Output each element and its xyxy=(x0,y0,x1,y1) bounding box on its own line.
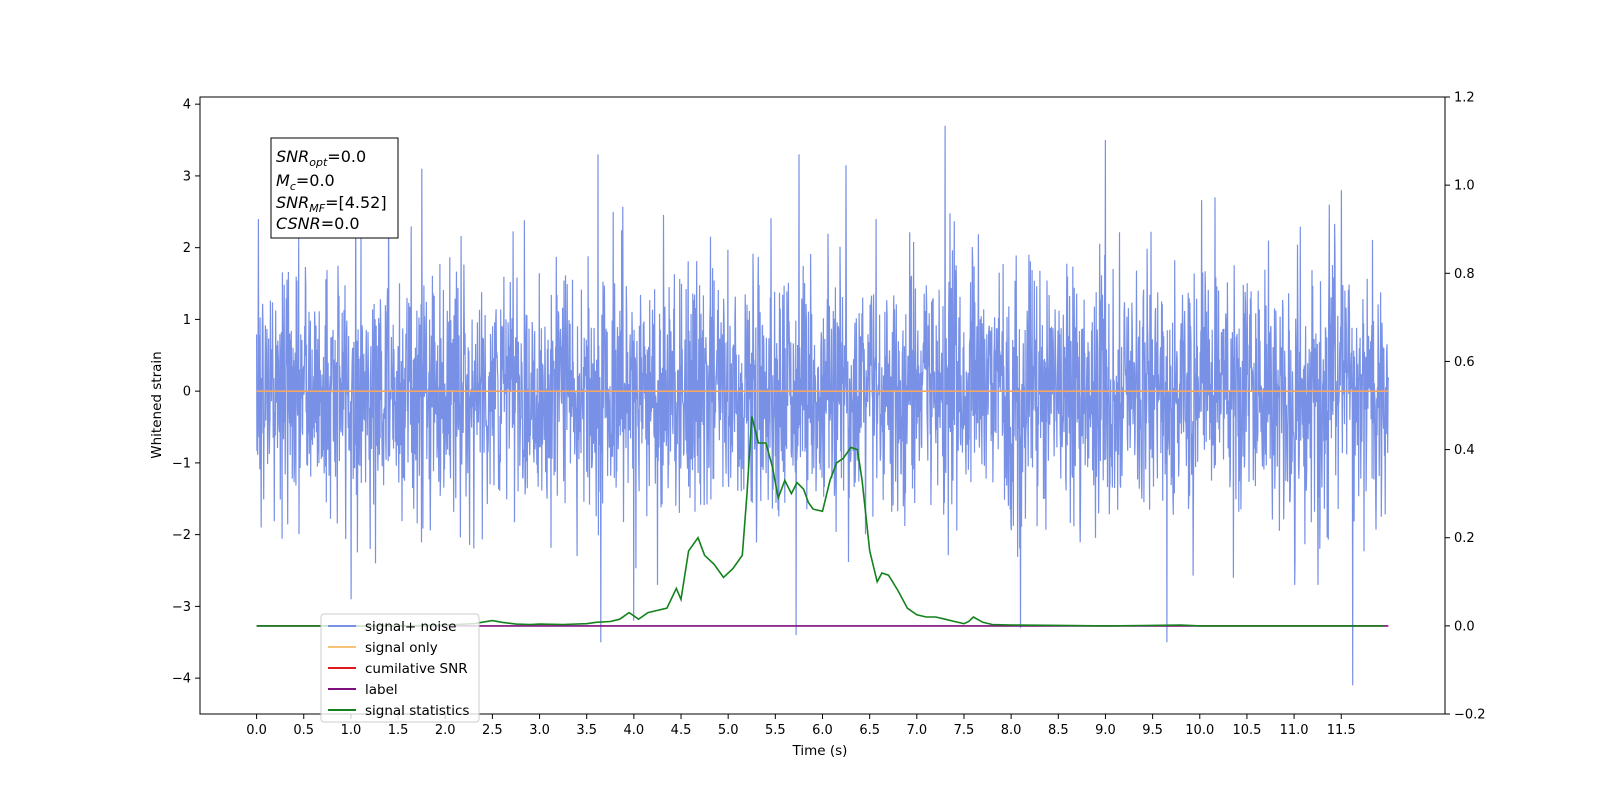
y-axis-label: Whitened strain xyxy=(149,351,165,458)
x-tick-label-6: 3.0 xyxy=(529,723,550,738)
legend-label-signal: signal only xyxy=(365,640,438,656)
x-tick-label-12: 6.0 xyxy=(812,723,833,738)
x-tick-label-18: 9.0 xyxy=(1095,723,1116,738)
legend-label-cumsnr: cumilative SNR xyxy=(365,661,468,677)
x-tick-label-8: 4.0 xyxy=(624,723,645,738)
series-signal-statistics xyxy=(256,416,1384,627)
legend-item-stats: signal statistics xyxy=(328,703,469,719)
legend-item-label: label xyxy=(328,682,398,698)
x-tick-label-0: 0.0 xyxy=(246,723,267,738)
x-tick-label-19: 9.5 xyxy=(1142,723,1163,738)
y-tick-label-1: 3 xyxy=(183,169,191,184)
y2-tick-label-6: 0.0 xyxy=(1454,619,1475,634)
y2-tick-label-5: 0.2 xyxy=(1454,531,1475,546)
noise-series-group xyxy=(256,125,1389,686)
legend-item-noise: signal+ noise xyxy=(328,619,456,635)
x-tick-label-14: 7.0 xyxy=(906,723,927,738)
x-tick-label-17: 8.5 xyxy=(1048,723,1069,738)
y2-tick-label-1: 1.0 xyxy=(1454,179,1475,194)
x-tick-label-4: 2.0 xyxy=(435,723,456,738)
x-tick-label-16: 8.0 xyxy=(1001,723,1022,738)
x-tick-label-7: 3.5 xyxy=(576,723,597,738)
y-tick-label-7: −3 xyxy=(172,600,191,615)
x-tick-label-15: 7.5 xyxy=(954,723,975,738)
info-snr-mf: SNRMF=[4.52] xyxy=(276,193,387,215)
y-tick-label-6: −2 xyxy=(172,528,191,543)
x-tick-label-3: 1.5 xyxy=(388,723,409,738)
x-tick-label-13: 6.5 xyxy=(859,723,880,738)
y-tick-label-4: 0 xyxy=(183,385,191,400)
x-axis: 0.0 0.5 1.0 1.5 2.0 2.5 3.0 3.5 4.0 4.5 5.0 5.5 6.0 6… xyxy=(246,714,1356,738)
y-tick-label-5: −1 xyxy=(172,456,191,471)
legend: signal+ noise signal only cumilative SNR… xyxy=(320,613,480,723)
x-tick-label-10: 5.0 xyxy=(718,723,739,738)
info-box-frame xyxy=(270,137,399,239)
y-tick-label-8: −4 xyxy=(172,672,191,687)
legend-item-signal: signal only xyxy=(328,640,438,656)
legend-item-cumsnr: cumilative SNR xyxy=(328,661,468,677)
y-tick-label-3: 1 xyxy=(183,313,191,328)
info-csnr: CSNR=0.0 xyxy=(276,214,360,233)
x-tick-label-20: 10.0 xyxy=(1185,723,1214,738)
info-snr-opt: SNRopt=0.0 xyxy=(276,147,366,169)
x-tick-label-9: 4.5 xyxy=(671,723,692,738)
x-tick-label-5: 2.5 xyxy=(482,723,503,738)
y2-tick-label-0: 1.2 xyxy=(1454,91,1475,106)
legend-frame xyxy=(320,613,480,723)
series-signal-noise xyxy=(256,125,1389,686)
y-axis-right: 1.2 1.0 0.8 0.6 0.4 0.2 0.0 −0.2 xyxy=(1445,91,1486,723)
x-tick-label-1: 0.5 xyxy=(293,723,314,738)
x-tick-label-2: 1.0 xyxy=(341,723,362,738)
y-axis-left: 4 3 2 1 0 −1 −2 −3 −4 xyxy=(172,98,200,687)
y-tick-label-0: 4 xyxy=(183,98,191,113)
y-tick-label-2: 2 xyxy=(183,241,191,256)
info-mc: Mc=0.0 xyxy=(276,171,335,193)
legend-label-noise: signal+ noise xyxy=(365,619,456,635)
y2-tick-label-2: 0.8 xyxy=(1454,267,1475,282)
info-box: SNRopt=0.0 Mc=0.0 SNRMF=[4.52] CSNR=0.0 xyxy=(270,137,399,239)
legend-label-stats: signal statistics xyxy=(365,703,469,719)
x-tick-label-22: 11.0 xyxy=(1280,723,1309,738)
y2-tick-label-3: 0.6 xyxy=(1454,355,1475,370)
legend-label-label: label xyxy=(365,682,398,698)
y2-tick-label-7: −0.2 xyxy=(1454,708,1486,723)
x-axis-label: Time (s) xyxy=(792,743,848,759)
x-tick-label-21: 10.5 xyxy=(1232,723,1261,738)
x-tick-label-11: 5.5 xyxy=(765,723,786,738)
y2-tick-label-4: 0.4 xyxy=(1454,443,1475,458)
x-tick-label-23: 11.5 xyxy=(1327,723,1356,738)
